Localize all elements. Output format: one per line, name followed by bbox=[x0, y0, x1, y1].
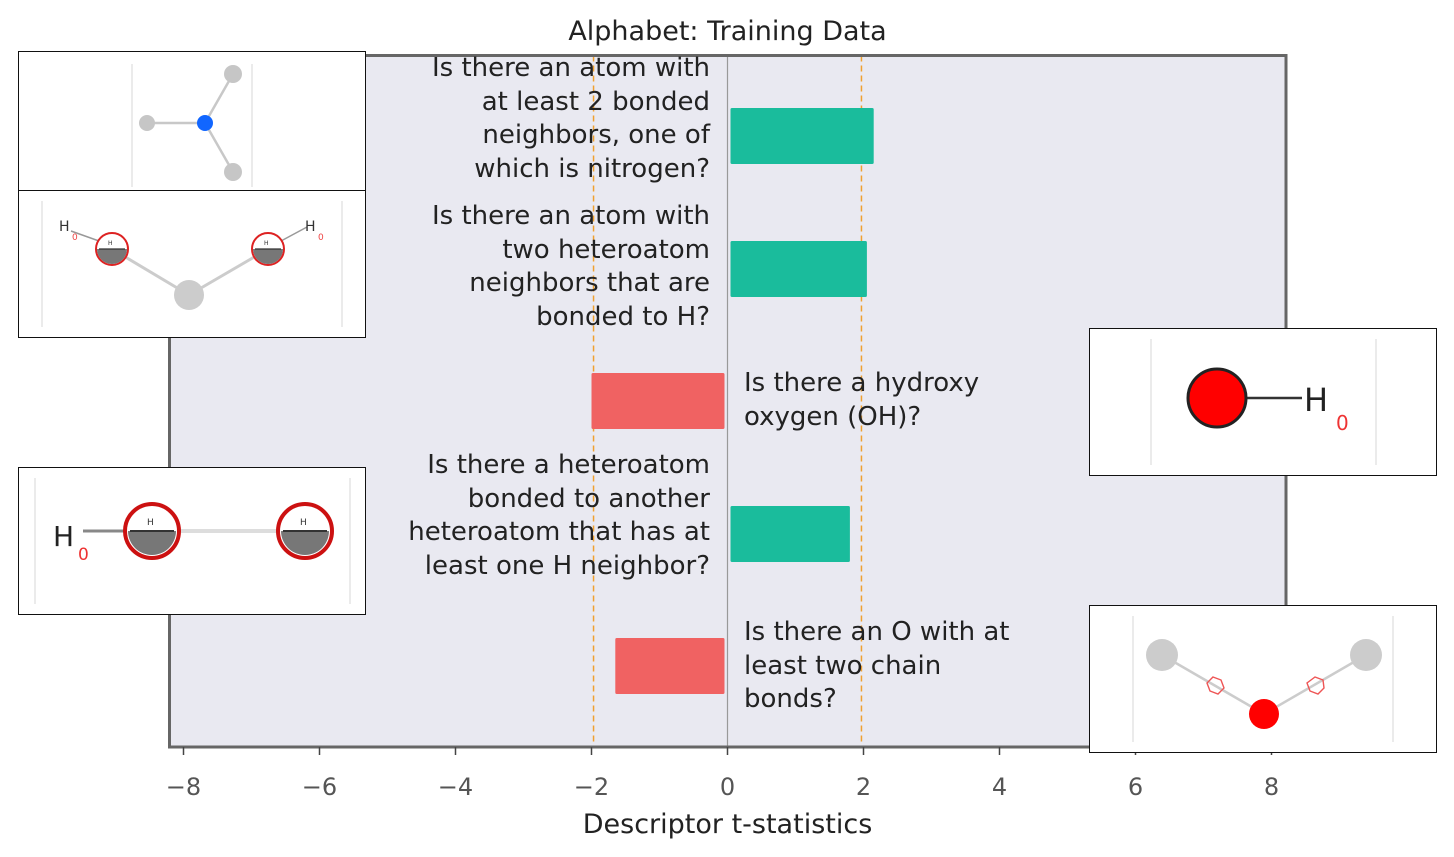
bar bbox=[615, 638, 725, 694]
bar-label: Is there a hydroxy oxygen (OH)? bbox=[744, 368, 980, 432]
svg-text:H: H bbox=[59, 219, 70, 235]
molecule-image: H 0 H 0 H H bbox=[41, 201, 343, 327]
svg-text:0: 0 bbox=[318, 233, 324, 243]
x-tick-label: −8 bbox=[166, 773, 201, 801]
bar bbox=[730, 241, 867, 297]
svg-text:0: 0 bbox=[72, 233, 78, 243]
molecule-inset-hydroxy: H 0 bbox=[1089, 328, 1437, 476]
molecule-inset-heteroatom-bond: H 0 H H bbox=[18, 467, 366, 615]
svg-text:H: H bbox=[1304, 381, 1328, 419]
molecule-inset-oxygen-chain bbox=[1089, 605, 1437, 753]
molecule-image bbox=[131, 64, 253, 187]
bar bbox=[730, 506, 850, 562]
molecule-image: H 0 bbox=[1150, 339, 1377, 465]
svg-text:H: H bbox=[108, 240, 113, 247]
svg-text:H: H bbox=[53, 520, 74, 553]
x-tick-label: 4 bbox=[992, 773, 1007, 801]
svg-text:H: H bbox=[147, 518, 154, 528]
svg-text:H: H bbox=[305, 219, 316, 235]
x-tick-label: −6 bbox=[302, 773, 337, 801]
molecule-image bbox=[1132, 616, 1394, 742]
molecule-image: H 0 H H bbox=[34, 478, 351, 604]
x-tick-label: 6 bbox=[1128, 773, 1143, 801]
bar-label: Is there an O with at least two chain bo… bbox=[744, 617, 1010, 714]
bar bbox=[591, 373, 725, 429]
molecule-inset-hetero-neighbors: H 0 H 0 H H bbox=[18, 190, 366, 338]
x-tick-label: −2 bbox=[574, 773, 609, 801]
bar-label: Is there an atom with at least 2 bonded … bbox=[432, 53, 710, 184]
bar bbox=[730, 108, 874, 164]
molecule-inset-nitrogen bbox=[18, 51, 366, 191]
x-tick-label: 2 bbox=[856, 773, 871, 801]
bar-label: Is there a heteroatom bonded to another … bbox=[408, 450, 710, 581]
svg-text:H: H bbox=[300, 518, 307, 528]
x-tick-label: 0 bbox=[720, 773, 735, 801]
x-tick-label: 8 bbox=[1264, 773, 1279, 801]
svg-text:0: 0 bbox=[78, 545, 89, 565]
chart-title: Alphabet: Training Data bbox=[568, 16, 886, 47]
x-axis-label: Descriptor t-statistics bbox=[583, 809, 873, 840]
bar-label: Is there an atom with two heteroatom nei… bbox=[432, 201, 710, 332]
svg-text:0: 0 bbox=[1336, 411, 1349, 435]
svg-text:H: H bbox=[264, 240, 269, 247]
x-tick-label: −4 bbox=[438, 773, 473, 801]
